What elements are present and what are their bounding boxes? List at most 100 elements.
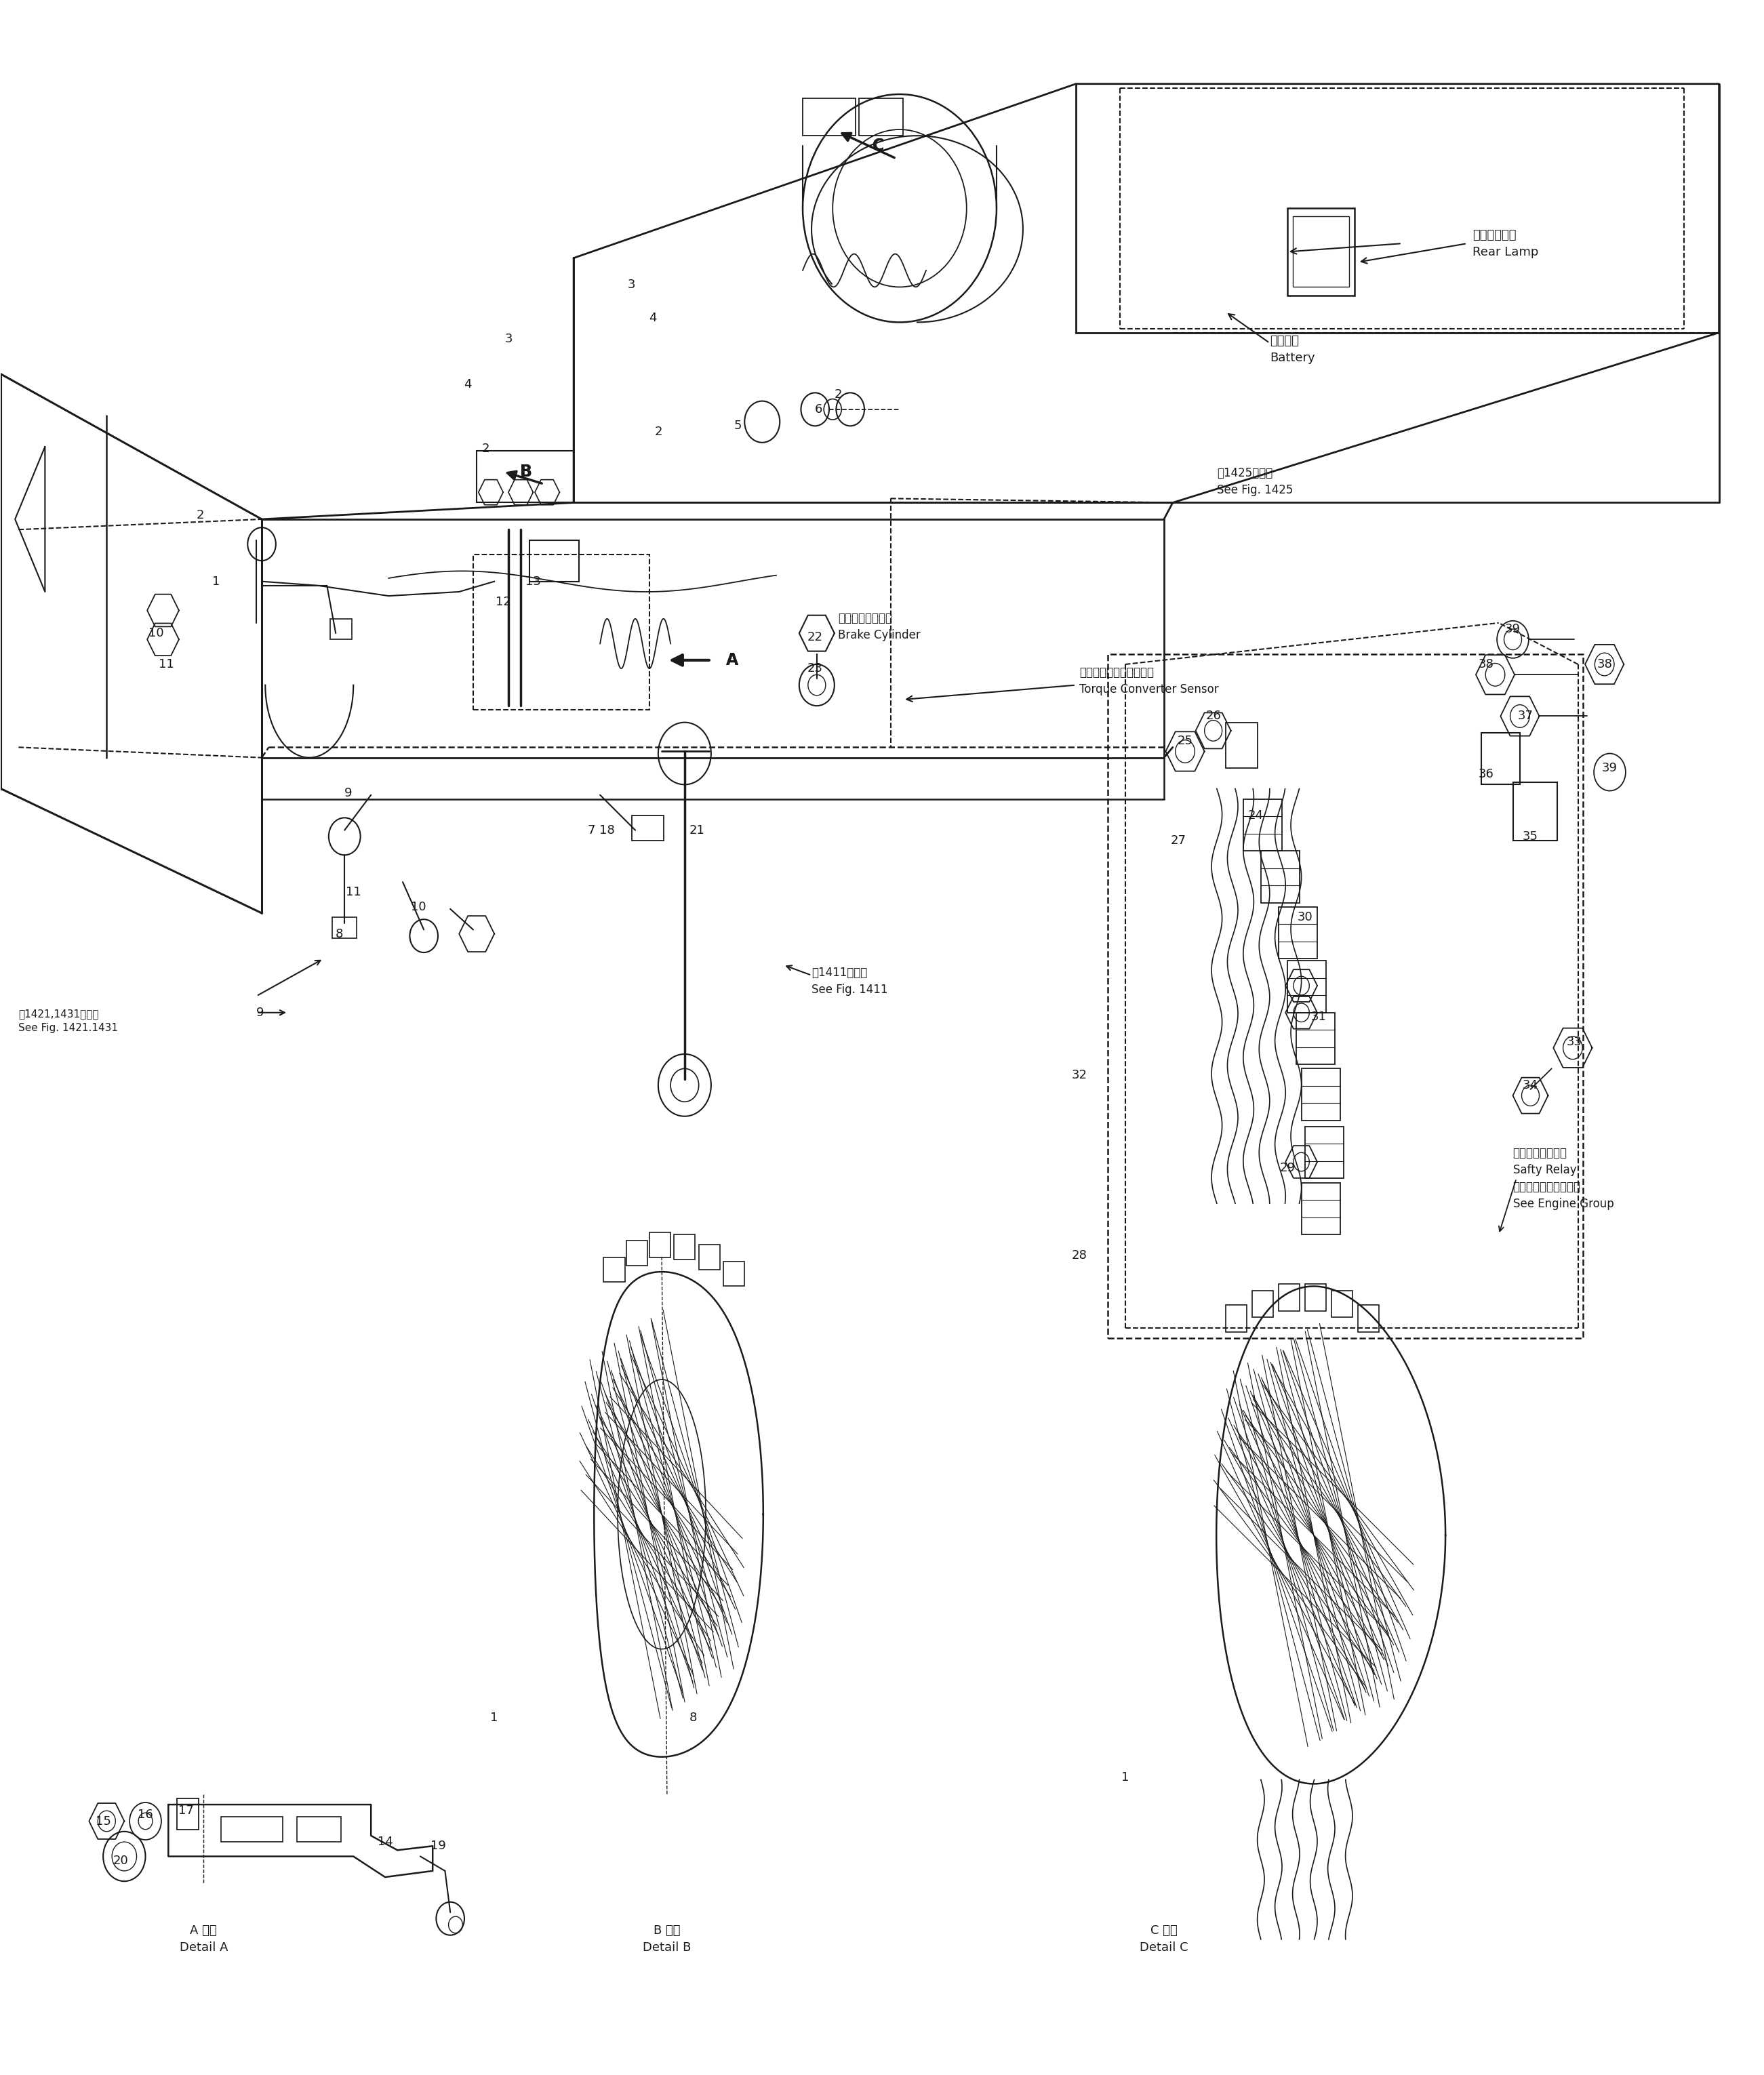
Text: 第1411図参照
See Fig. 1411: 第1411図参照 See Fig. 1411 [811, 967, 887, 996]
Bar [1293, 216, 1349, 286]
Text: A: A [727, 652, 739, 668]
Text: リヤーランプ
Rear Lamp: リヤーランプ Rear Lamp [1473, 228, 1538, 257]
Text: 22: 22 [808, 631, 822, 643]
Text: B: B [520, 463, 533, 479]
Text: 36: 36 [1478, 768, 1494, 780]
Bar [803, 98, 856, 135]
Bar [1302, 1069, 1341, 1121]
Text: 2: 2 [654, 425, 662, 438]
Text: 24: 24 [1247, 809, 1263, 822]
Text: A 詳細
Detail A: A 詳細 Detail A [180, 1926, 228, 1955]
Text: 31: 31 [1311, 1011, 1327, 1023]
Bar [1279, 907, 1318, 959]
Bar [674, 1235, 695, 1260]
Text: 38: 38 [1596, 658, 1612, 670]
Text: 20: 20 [113, 1855, 129, 1868]
Text: 18: 18 [600, 824, 616, 836]
Bar [473, 554, 649, 710]
Bar [176, 1799, 198, 1830]
Bar [1261, 851, 1300, 903]
Bar [330, 618, 351, 639]
Text: 10: 10 [411, 901, 427, 913]
Bar [1226, 1305, 1247, 1332]
Bar [1305, 1127, 1344, 1179]
Text: B 詳細
Detail B: B 詳細 Detail B [642, 1926, 691, 1955]
Bar [632, 815, 663, 840]
Text: 29: 29 [1279, 1162, 1295, 1174]
Bar [626, 1241, 647, 1266]
Text: 21: 21 [690, 824, 706, 836]
Text: 6: 6 [815, 403, 822, 415]
Bar [332, 917, 356, 938]
Text: C 詳細
Detail C: C 詳細 Detail C [1140, 1926, 1189, 1955]
Text: A: A [727, 652, 739, 668]
Text: 34: 34 [1522, 1079, 1538, 1091]
Text: ブレーキシリンダ
Brake Cylinder: ブレーキシリンダ Brake Cylinder [838, 612, 921, 641]
Bar [1288, 961, 1327, 1013]
Text: 7: 7 [587, 824, 594, 836]
Bar [220, 1818, 282, 1843]
Bar [649, 1233, 670, 1257]
Text: 23: 23 [808, 662, 822, 674]
Text: B: B [520, 463, 533, 479]
Text: 2: 2 [482, 442, 489, 454]
Text: C: C [873, 137, 884, 154]
Bar [1514, 782, 1558, 840]
Bar [723, 1262, 744, 1286]
Bar [1244, 799, 1282, 851]
Text: 28: 28 [1071, 1249, 1087, 1262]
Bar [296, 1818, 340, 1843]
Bar [1252, 1291, 1274, 1318]
Bar [1226, 722, 1258, 768]
Text: 9: 9 [256, 1006, 265, 1019]
Text: 38: 38 [1478, 658, 1494, 670]
Text: 8: 8 [690, 1712, 697, 1724]
Bar [1288, 208, 1355, 295]
Bar [1108, 654, 1584, 1338]
Text: 39: 39 [1505, 622, 1521, 635]
Text: 4: 4 [464, 378, 471, 390]
Text: 10: 10 [148, 627, 164, 639]
Text: 1: 1 [490, 1712, 497, 1724]
Text: 12: 12 [496, 596, 512, 608]
Text: 15: 15 [95, 1816, 111, 1828]
Text: 16: 16 [138, 1809, 153, 1822]
Bar [1332, 1291, 1353, 1318]
Text: 11: 11 [346, 886, 362, 898]
Text: 第1425図参照
See Fig. 1425: 第1425図参照 See Fig. 1425 [1217, 467, 1293, 496]
Bar [1297, 1013, 1335, 1064]
Bar [1279, 1284, 1300, 1311]
Text: C: C [873, 137, 884, 154]
Text: 11: 11 [159, 658, 175, 670]
Text: トルクコンバータセンサ
Torque Converter Sensor: トルクコンバータセンサ Torque Converter Sensor [1080, 666, 1219, 695]
Text: 37: 37 [1517, 710, 1533, 722]
Text: 9: 9 [344, 786, 353, 799]
Text: 1: 1 [1122, 1772, 1129, 1785]
Text: 32: 32 [1071, 1069, 1087, 1081]
Text: 19: 19 [430, 1841, 446, 1853]
Text: 3: 3 [628, 278, 635, 291]
Text: 2: 2 [834, 388, 841, 400]
Text: 35: 35 [1522, 830, 1538, 842]
Text: バッテリ
Battery: バッテリ Battery [1270, 334, 1314, 363]
Bar [699, 1245, 720, 1270]
Bar [1305, 1284, 1327, 1311]
Text: 33: 33 [1566, 1035, 1582, 1048]
Text: 27: 27 [1170, 834, 1185, 847]
Text: 13: 13 [526, 575, 542, 587]
Text: 3: 3 [505, 332, 512, 344]
Text: 5: 5 [734, 419, 741, 432]
Text: 30: 30 [1297, 911, 1312, 923]
Text: 1: 1 [212, 575, 220, 587]
Text: 8: 8 [335, 928, 344, 940]
Bar [1482, 732, 1521, 784]
Text: セーフティリレー
Safty Relay
エンジングループ参照
See Engine Group: セーフティリレー Safty Relay エンジングループ参照 See Engi… [1514, 1147, 1614, 1210]
Text: 39: 39 [1602, 762, 1618, 774]
Bar [603, 1257, 624, 1282]
Text: 14: 14 [377, 1836, 393, 1849]
Text: 4: 4 [649, 311, 656, 324]
Text: 25: 25 [1177, 735, 1192, 747]
Bar [476, 450, 573, 502]
Text: 26: 26 [1205, 710, 1221, 722]
Bar [1302, 1183, 1341, 1235]
